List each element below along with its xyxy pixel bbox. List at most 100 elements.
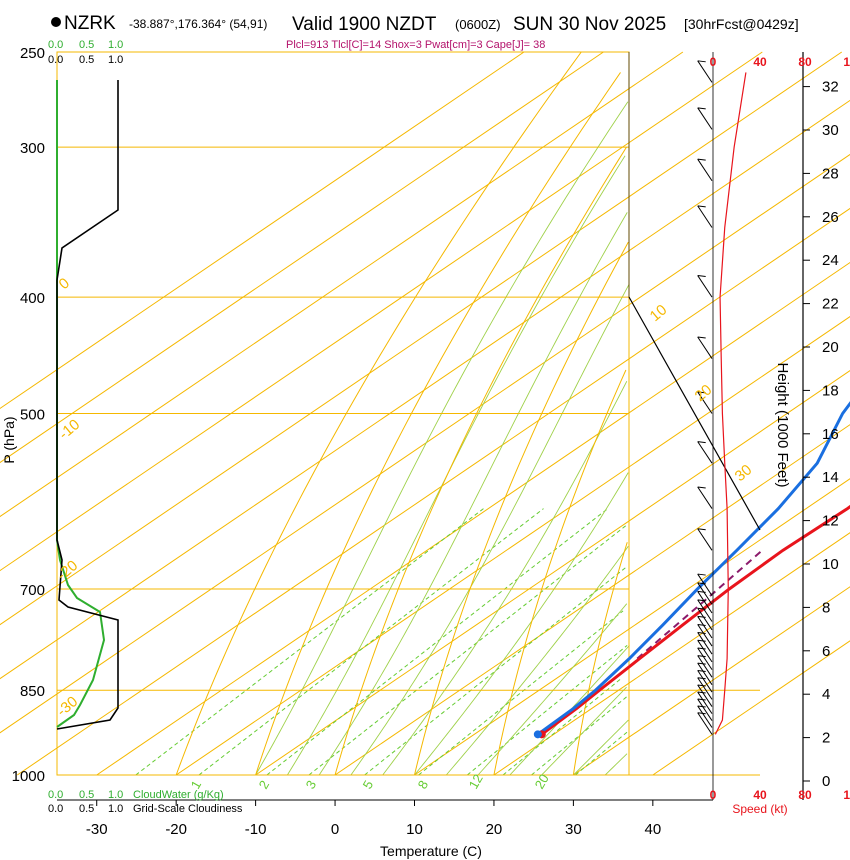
panel-edge-line — [628, 296, 761, 531]
dry-adiabat-line — [493, 369, 627, 776]
surface-dewpoint-marker — [533, 730, 542, 739]
isotherm-line — [493, 532, 850, 776]
wind-speed-top-tick: 40 — [753, 55, 767, 69]
wind-barb — [697, 607, 713, 631]
wind-barb — [697, 712, 713, 735]
wind-barb — [697, 632, 713, 655]
wind-barb-flag — [697, 624, 706, 627]
isotherm-line — [255, 370, 850, 776]
wind-barb — [697, 691, 713, 714]
wind-speed-axis-title: Speed (kt) — [732, 802, 787, 816]
cloud-water-line — [56, 80, 106, 728]
mixing-ratio-line — [266, 508, 609, 776]
top-cloudiness-tick-2: 1.0 — [108, 54, 123, 66]
wind-barb — [697, 640, 713, 663]
height-tick-label: 10 — [822, 556, 839, 573]
wind-barb — [697, 60, 713, 83]
height-tick-label: 22 — [822, 296, 839, 313]
dry-adiabat-line — [334, 146, 627, 776]
temp-tick-label: 20 — [486, 821, 503, 838]
height-tick-label: 16 — [822, 426, 839, 443]
forecast-date: SUN 30 Nov 2025 — [513, 14, 666, 35]
wind-barb — [697, 591, 713, 614]
height-tick-label: 6 — [822, 643, 830, 660]
wind-barb — [697, 573, 713, 596]
mixing-ratio-line — [418, 610, 624, 776]
cloudiness-line — [56, 80, 119, 730]
mixing-ratio-label: 12 — [466, 771, 486, 791]
temp-tick-label: 10 — [406, 821, 423, 838]
y-axis-title: P (hPa) — [1, 416, 17, 463]
parcel-line — [636, 549, 763, 660]
temp-tick-label: -10 — [245, 821, 267, 838]
wind-barb-flag — [697, 712, 706, 715]
isotherm-line — [652, 640, 850, 776]
wind-barb — [697, 624, 713, 647]
station-code: NZRK — [64, 13, 116, 34]
height-tick-label: 0 — [822, 773, 830, 790]
dry-adiabat-line — [255, 72, 621, 776]
bottom-cloudiness-tick-2: 1.0 — [108, 803, 123, 815]
isotherm-line — [175, 316, 850, 776]
wind-barb — [697, 158, 713, 182]
pressure-tick-label: 500 — [20, 407, 45, 424]
wind-barb — [697, 582, 713, 605]
valid-time: Valid 1900 NZDT — [292, 14, 437, 35]
forecast-run: [30hrFcst@0429z] — [684, 16, 799, 32]
pressure-tick-label: 300 — [20, 140, 45, 157]
wind-barb — [697, 616, 713, 639]
mixing-ratio-lines — [135, 101, 630, 776]
pressure-tick-label: 250 — [20, 45, 45, 62]
wind-barb-flag — [697, 158, 706, 161]
isotherm-line — [414, 478, 850, 776]
moist-adiabat-line — [287, 155, 626, 776]
wind-speed-top-tick: 12 — [843, 55, 850, 69]
pressure-tick-label: 1000 — [12, 768, 45, 785]
pressure-tick-label: 850 — [20, 683, 45, 700]
wind-barb-flag — [697, 705, 706, 708]
moist-adiabat-line — [477, 603, 628, 776]
wind-barb-flag — [697, 647, 706, 650]
wind-barb — [697, 441, 713, 464]
wind-speed-top-tick: 80 — [798, 55, 812, 69]
wind-barb-flag — [697, 391, 706, 394]
wind-barb — [697, 647, 713, 670]
wind-barb — [697, 670, 713, 693]
wind-speed-bottom-tick: 0 — [710, 788, 717, 802]
mixing-ratio-line — [364, 565, 628, 776]
wind-speed-top-tick: 0 — [710, 55, 717, 69]
wind-barb — [697, 677, 713, 700]
bottom-cloudwater-title: CloudWater (g/Kg) — [133, 789, 224, 801]
wind-barb-flag — [697, 698, 706, 701]
wind-barb-flag — [697, 670, 706, 672]
wind-barb — [697, 336, 713, 359]
temp-tick-label: 40 — [644, 821, 661, 838]
wind-barb-flag — [697, 655, 706, 658]
height-tick-label: 30 — [822, 122, 839, 139]
bottom-cloudiness-title: Grid-Scale Cloudiness — [133, 803, 243, 815]
wind-barb-flag — [697, 486, 706, 489]
mixing-ratio-line — [575, 731, 629, 776]
dry-adiabat-line — [175, 51, 582, 776]
wind-barb-flag — [697, 691, 706, 694]
height-tick-label: 14 — [822, 469, 839, 486]
height-tick-label: 24 — [822, 252, 839, 269]
x-axis-title: Temperature (C) — [380, 843, 482, 859]
temp-tick-label: 30 — [565, 821, 582, 838]
moist-adiabat-line — [318, 212, 628, 776]
height-tick-label: 12 — [822, 513, 839, 530]
sounding-params: Plcl=913 Tlcl[C]=14 Shox=3 Pwat[cm]=3 Ca… — [286, 39, 545, 51]
wind-barb — [697, 107, 713, 130]
isotherm-line — [573, 586, 850, 776]
moist-adiabat-line — [573, 719, 629, 776]
wind-speed-bottom-tick: 40 — [753, 788, 767, 802]
mixing-ratio-line — [308, 525, 627, 776]
station-dot — [51, 17, 61, 27]
mixing-ratio-line — [466, 645, 628, 776]
temperature-line — [540, 504, 850, 736]
station-coords: -38.887°,176.364° (54,91) — [129, 17, 267, 31]
wind-barb-flag — [697, 677, 706, 680]
top-cloudwater-tick-1: 0.5 — [79, 39, 94, 51]
wind-barb-flag — [697, 662, 706, 665]
cloud-profiles — [56, 80, 119, 730]
